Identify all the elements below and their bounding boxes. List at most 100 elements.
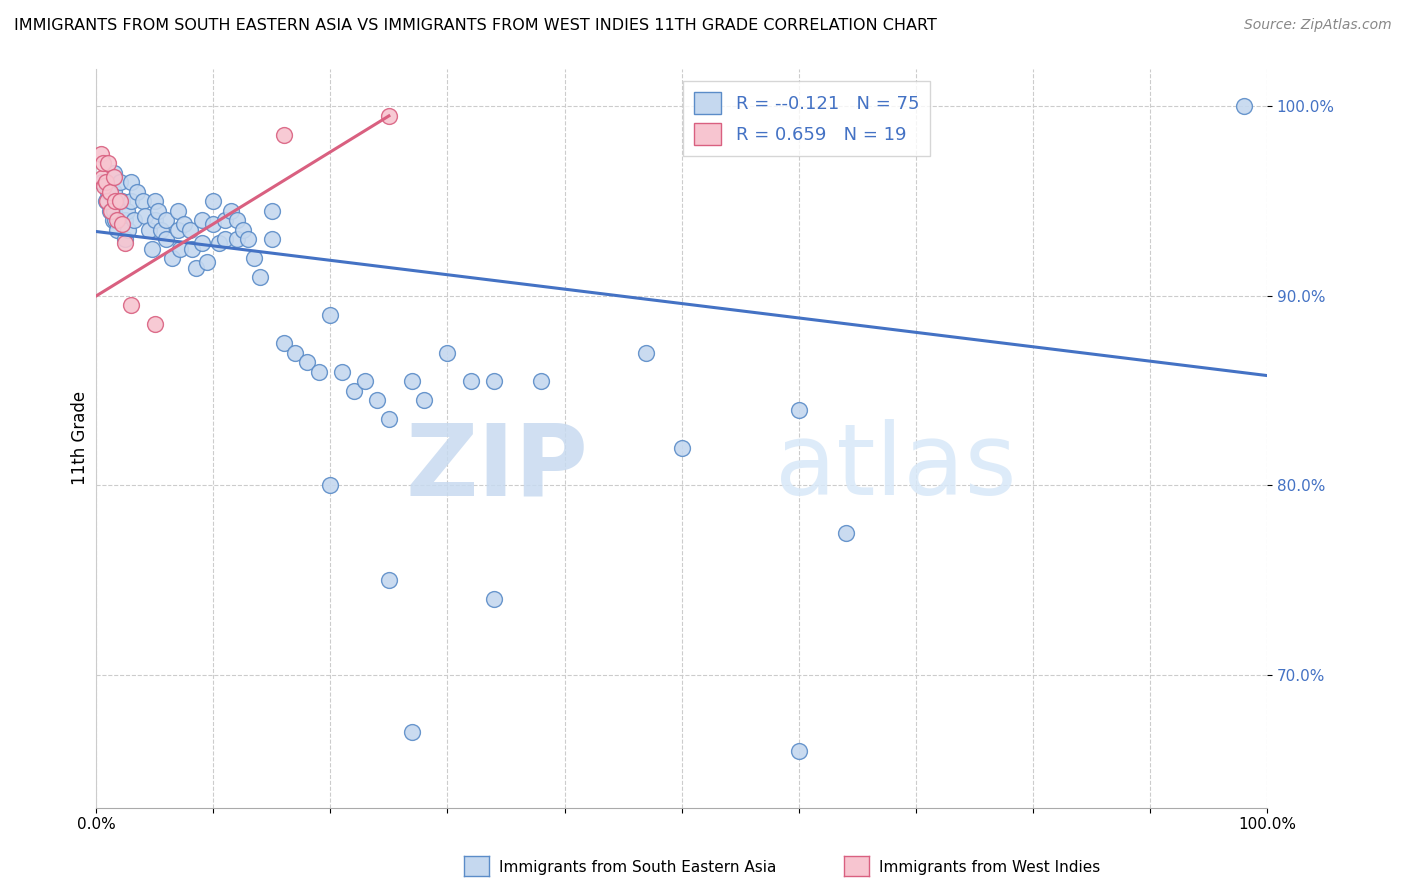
Point bbox=[94, 175, 117, 189]
Point bbox=[378, 412, 401, 426]
Point bbox=[134, 210, 156, 224]
Text: Immigrants from South Eastern Asia: Immigrants from South Eastern Asia bbox=[499, 861, 776, 875]
Point bbox=[155, 213, 177, 227]
Point bbox=[148, 203, 170, 218]
Point bbox=[484, 592, 506, 607]
Point bbox=[214, 213, 236, 227]
Text: Immigrants from West Indies: Immigrants from West Indies bbox=[879, 861, 1099, 875]
Point bbox=[141, 242, 163, 256]
Point bbox=[214, 232, 236, 246]
Point bbox=[167, 203, 190, 218]
Point bbox=[91, 156, 114, 170]
Point bbox=[308, 365, 330, 379]
Text: ZIP: ZIP bbox=[405, 419, 588, 516]
Point bbox=[190, 235, 212, 250]
Point bbox=[413, 393, 436, 408]
Point bbox=[273, 128, 295, 142]
Point bbox=[94, 194, 117, 209]
Point bbox=[401, 374, 423, 388]
Point bbox=[138, 222, 160, 236]
Point bbox=[260, 203, 283, 218]
Point bbox=[143, 318, 166, 332]
Point bbox=[232, 222, 254, 236]
Point bbox=[319, 478, 342, 492]
Point bbox=[366, 393, 388, 408]
Legend: R = --0.121   N = 75, R = 0.659   N = 19: R = --0.121 N = 75, R = 0.659 N = 19 bbox=[683, 81, 931, 156]
Point bbox=[114, 213, 136, 227]
Point bbox=[97, 185, 120, 199]
Point bbox=[120, 194, 142, 209]
Point bbox=[101, 213, 124, 227]
Point bbox=[114, 232, 136, 246]
Point bbox=[319, 308, 342, 322]
Point bbox=[484, 374, 506, 388]
Point bbox=[115, 203, 138, 218]
Point bbox=[120, 298, 142, 312]
Point bbox=[249, 270, 271, 285]
Point bbox=[238, 232, 260, 246]
Point bbox=[90, 146, 112, 161]
Point bbox=[103, 166, 125, 180]
Point bbox=[354, 374, 377, 388]
Point bbox=[460, 374, 482, 388]
Point bbox=[103, 169, 125, 184]
Point bbox=[530, 374, 553, 388]
Point bbox=[636, 346, 658, 360]
Point bbox=[98, 185, 121, 199]
Point bbox=[436, 346, 458, 360]
Point bbox=[787, 402, 810, 417]
Point bbox=[96, 194, 118, 209]
Point bbox=[343, 384, 366, 398]
Point bbox=[179, 222, 201, 236]
Point bbox=[111, 217, 134, 231]
Point bbox=[108, 194, 131, 209]
Point bbox=[103, 203, 125, 218]
Point bbox=[149, 222, 172, 236]
Point bbox=[219, 203, 242, 218]
Point bbox=[671, 441, 693, 455]
Point bbox=[97, 156, 120, 170]
Point bbox=[98, 203, 121, 218]
Point bbox=[208, 235, 231, 250]
Point bbox=[91, 175, 114, 189]
Text: Source: ZipAtlas.com: Source: ZipAtlas.com bbox=[1244, 18, 1392, 32]
Point bbox=[155, 232, 177, 246]
Point bbox=[169, 242, 191, 256]
Point bbox=[120, 175, 142, 189]
Point bbox=[202, 194, 225, 209]
Text: IMMIGRANTS FROM SOUTH EASTERN ASIA VS IMMIGRANTS FROM WEST INDIES 11TH GRADE COR: IMMIGRANTS FROM SOUTH EASTERN ASIA VS IM… bbox=[14, 18, 936, 33]
Point bbox=[401, 724, 423, 739]
Point bbox=[202, 217, 225, 231]
Point bbox=[105, 213, 128, 227]
Point bbox=[93, 179, 115, 194]
Point bbox=[104, 194, 127, 209]
Point bbox=[162, 251, 184, 265]
Text: atlas: atlas bbox=[775, 419, 1017, 516]
Point bbox=[295, 355, 318, 369]
Point bbox=[378, 109, 401, 123]
Point bbox=[117, 222, 139, 236]
Point bbox=[104, 213, 127, 227]
Point bbox=[111, 194, 134, 209]
Point bbox=[330, 365, 353, 379]
Point bbox=[122, 213, 145, 227]
Point bbox=[143, 194, 166, 209]
Point bbox=[108, 175, 131, 189]
Point bbox=[378, 573, 401, 587]
Point bbox=[114, 235, 136, 250]
Point bbox=[260, 232, 283, 246]
Point bbox=[105, 222, 128, 236]
Point bbox=[184, 260, 207, 275]
Point bbox=[100, 203, 122, 218]
Point bbox=[787, 744, 810, 758]
Point bbox=[91, 171, 114, 186]
Point bbox=[181, 242, 204, 256]
Point bbox=[284, 346, 307, 360]
Point bbox=[127, 185, 149, 199]
Point bbox=[225, 232, 247, 246]
Point bbox=[167, 222, 190, 236]
Point bbox=[225, 213, 247, 227]
Point bbox=[173, 217, 195, 231]
Point bbox=[143, 213, 166, 227]
Point bbox=[834, 525, 856, 540]
